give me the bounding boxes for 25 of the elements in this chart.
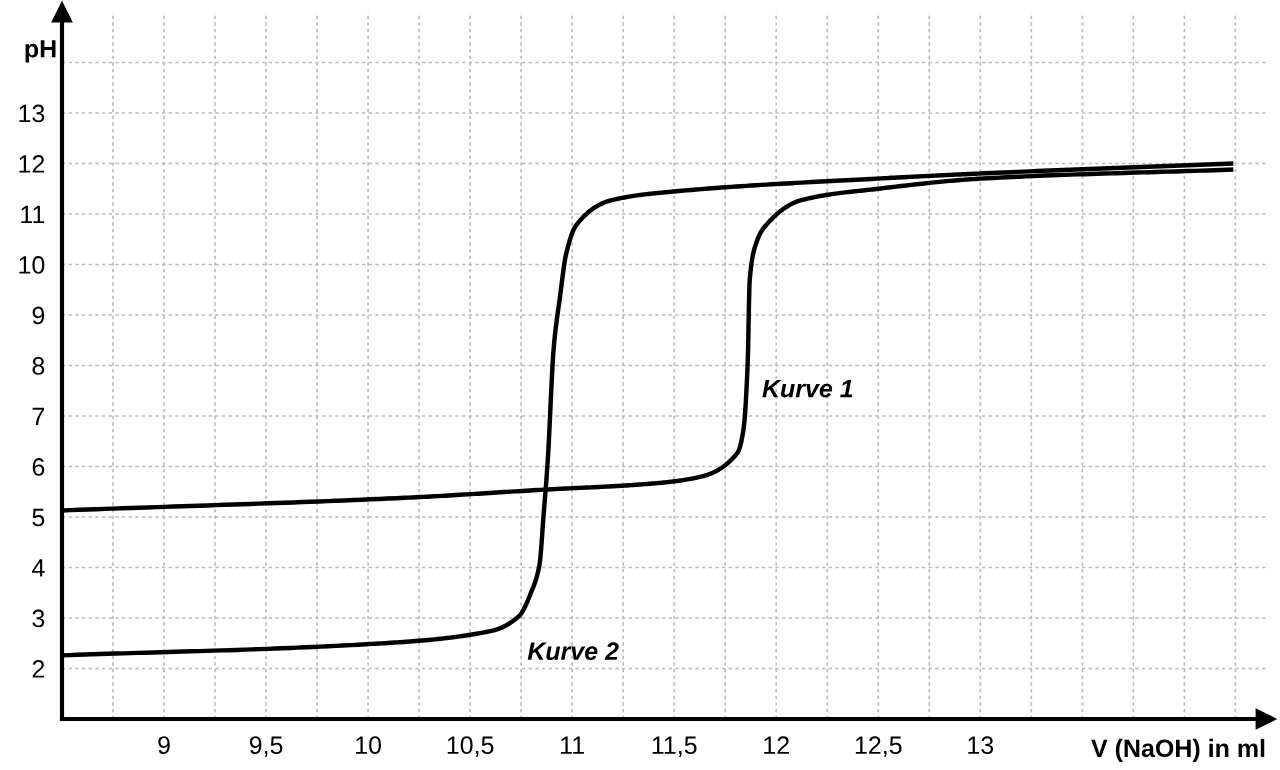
x-tick-label: 11,5 bbox=[652, 736, 697, 757]
y-tick-label: 3 bbox=[32, 609, 45, 628]
y-tick-label: 4 bbox=[32, 559, 45, 577]
y-tick-label: 10 bbox=[19, 256, 45, 274]
x-tick-label: 12,5 bbox=[855, 736, 902, 757]
x-tick-label: 9,5 bbox=[249, 736, 283, 757]
y-tick-label: 12 bbox=[19, 155, 45, 173]
x-axis-title: V (NaOH) in ml bbox=[1091, 738, 1265, 763]
x-tick-label: 12 bbox=[764, 736, 789, 754]
y-tick-label: 9 bbox=[32, 306, 45, 325]
x-tick-label: 10 bbox=[356, 736, 382, 755]
y-axis-title: pH bbox=[25, 40, 56, 63]
y-tick-label: 2 bbox=[32, 660, 45, 678]
y-tick-label: 8 bbox=[32, 357, 45, 375]
y-tick-label: 5 bbox=[32, 508, 45, 527]
y-tick-label: 6 bbox=[32, 458, 45, 476]
series-label: Kurve 2 bbox=[527, 642, 619, 661]
y-tick-label: 13 bbox=[19, 104, 45, 123]
y-tick-label: 7 bbox=[32, 407, 45, 426]
series-label: Kurve 1 bbox=[762, 380, 853, 398]
x-tick-label: 11 bbox=[561, 736, 584, 754]
x-tick-label: 10,5 bbox=[447, 736, 494, 757]
x-tick-label: 13 bbox=[968, 736, 994, 755]
x-tick-label: 9 bbox=[158, 736, 170, 755]
y-tick-label: 11 bbox=[21, 205, 45, 224]
